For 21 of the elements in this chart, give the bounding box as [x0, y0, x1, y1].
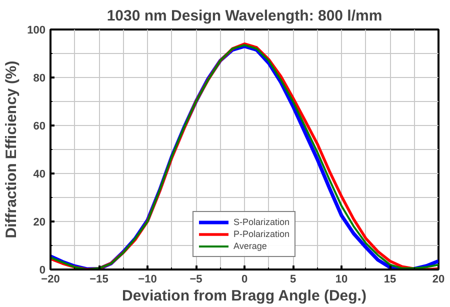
y-tick-label: 60	[33, 120, 46, 132]
y-tick-label: 80	[33, 72, 46, 84]
x-tick-label: −20	[41, 274, 60, 286]
x-tick-label: −5	[190, 274, 202, 286]
x-tick-label: 5	[290, 274, 296, 286]
x-tick-label: −15	[90, 274, 108, 286]
y-tick-label: 20	[33, 216, 46, 228]
x-tick-label: 0	[241, 274, 248, 286]
x-tick-label: 20	[432, 274, 445, 286]
y-tick-label: 0	[39, 264, 46, 276]
y-axis-title: Diffraction Efficiency (%)	[3, 60, 20, 238]
legend-label: S-Polarization	[233, 217, 290, 227]
x-axis-title: Deviation from Bragg Angle (Deg.)	[122, 288, 366, 304]
x-tick-label: 10	[335, 274, 348, 286]
x-tick-label: −10	[138, 274, 157, 286]
legend-label: P-Polarization	[233, 229, 290, 239]
x-tick-label: 15	[384, 274, 396, 286]
y-tick-label: 40	[33, 168, 46, 180]
legend-label: Average	[233, 241, 267, 251]
chart-title: 1030 nm Design Wavelength: 800 l/mm	[106, 8, 382, 24]
y-tick-label: 100	[27, 24, 46, 36]
